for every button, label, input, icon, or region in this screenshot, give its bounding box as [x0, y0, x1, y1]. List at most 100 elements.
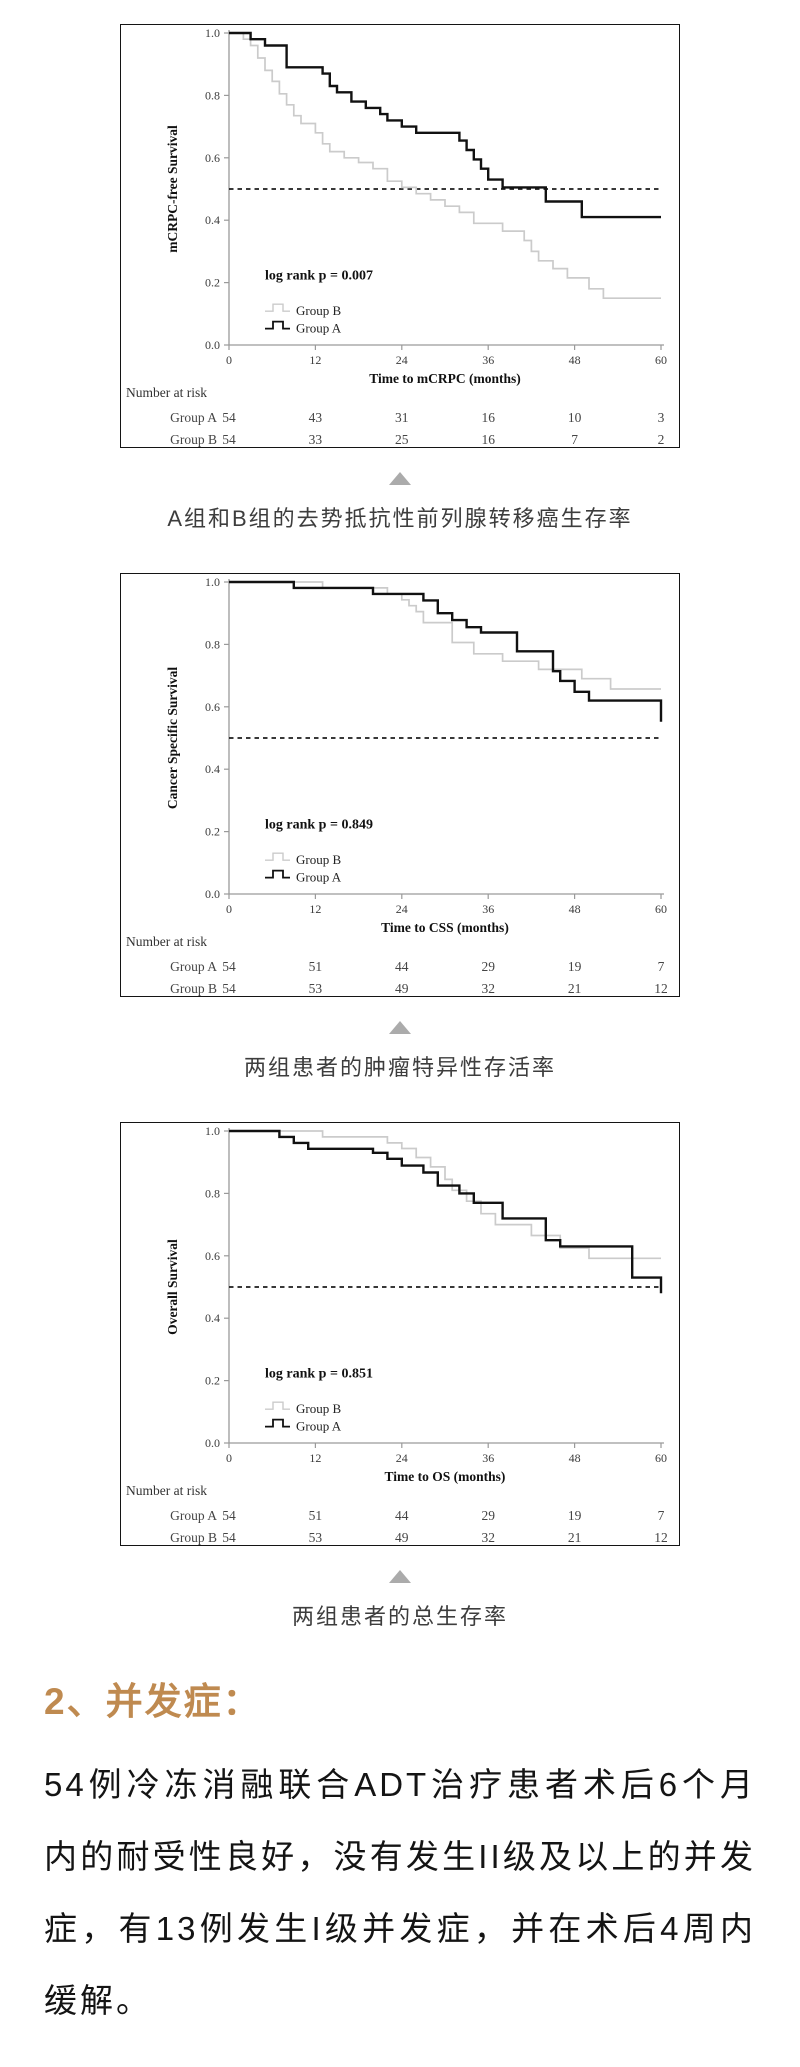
y-tick-label: 0.8	[205, 637, 220, 651]
section-heading: 2、并发症：	[44, 1681, 262, 1722]
legend-label: Group B	[296, 303, 341, 318]
y-tick-label: 0.4	[205, 1311, 220, 1325]
y-tick-label: 0.2	[205, 825, 220, 839]
risk-count: 2	[658, 432, 665, 447]
x-tick-label: 60	[655, 1451, 667, 1465]
risk-count: 54	[222, 959, 236, 974]
y-tick-label: 0.8	[205, 88, 220, 102]
x-tick-label: 36	[482, 902, 494, 916]
risk-count: 29	[481, 1508, 495, 1523]
legend-swatch-group-a	[265, 869, 290, 879]
y-tick-label: 1.0	[205, 575, 220, 589]
y-tick-label: 0.6	[205, 700, 220, 714]
risk-count: 7	[571, 432, 578, 447]
risk-count: 12	[654, 1530, 668, 1545]
y-tick-label: 0.0	[205, 887, 220, 901]
km-plot-overall-survival: 0.0 0.2 0.4 0.6 0.8 1.0 0 12 24 36 48 60 Overall Sur…	[126, 1124, 668, 1545]
risk-count: 54	[222, 981, 236, 996]
y-tick-label: 0.6	[205, 1249, 220, 1263]
y-tick-label: 0.4	[205, 762, 220, 776]
km-curve-group-a	[229, 1129, 663, 1294]
risk-count: 54	[222, 410, 236, 425]
risk-row-label: Group B	[170, 981, 217, 996]
risk-row-label: Group A	[170, 1508, 217, 1523]
legend-swatch-group-a	[265, 1418, 290, 1428]
risk-count: 21	[568, 1530, 582, 1545]
legend-label: Group A	[296, 1419, 342, 1434]
risk-count: 16	[481, 410, 495, 425]
chart-caption: 两组患者的肿瘤特异性存活率	[243, 1055, 556, 1080]
legend-label: Group B	[296, 852, 341, 867]
number-at-risk-label: Number at risk	[126, 934, 207, 949]
x-tick-label: 36	[482, 353, 494, 367]
x-tick-label: 12	[309, 353, 321, 367]
risk-count: 32	[481, 1530, 495, 1545]
km-curve-group-b	[229, 1130, 661, 1260]
y-tick-label: 1.0	[205, 1124, 220, 1138]
legend-label: Group B	[296, 1401, 341, 1416]
risk-count: 19	[568, 959, 582, 974]
triangle-up-icon	[389, 1570, 411, 1583]
triangle-up-icon	[389, 1021, 411, 1034]
risk-count: 31	[395, 410, 409, 425]
chart-caption: A组和B组的去势抵抗性前列腺转移癌生存率	[167, 506, 633, 531]
y-axis-title: mCRPC-free Survival	[165, 125, 180, 253]
risk-count: 54	[222, 432, 236, 447]
legend-swatch-group-b	[265, 852, 290, 861]
risk-count: 49	[395, 981, 409, 996]
risk-count: 21	[568, 981, 582, 996]
x-axis-title: Time to CSS (months)	[381, 920, 509, 935]
km-curve-group-a	[229, 31, 661, 219]
y-tick-label: 0.6	[205, 151, 220, 165]
risk-count: 16	[481, 432, 495, 447]
risk-count: 12	[654, 981, 668, 996]
risk-count: 7	[658, 959, 665, 974]
risk-count: 32	[481, 981, 495, 996]
x-tick-label: 12	[309, 902, 321, 916]
y-axis-title: Cancer Specific Survival	[165, 667, 180, 809]
triangle-up-icon	[389, 472, 411, 485]
y-tick-label: 0.0	[205, 1436, 220, 1450]
risk-count: 51	[309, 959, 323, 974]
log-rank-annotation: log rank p = 0.849	[265, 817, 373, 832]
risk-row-label: Group B	[170, 432, 217, 447]
x-tick-label: 36	[482, 1451, 494, 1465]
risk-row-label: Group A	[170, 959, 217, 974]
risk-count: 51	[309, 1508, 323, 1523]
legend-label: Group A	[296, 870, 342, 885]
risk-row-label: Group A	[170, 410, 217, 425]
chart-frame: 0.0 0.2 0.4 0.6 0.8 1.0 0 12 24 36 48 60 Cancer Spec…	[120, 573, 680, 997]
risk-count: 53	[309, 981, 323, 996]
risk-count: 7	[658, 1508, 665, 1523]
y-tick-label: 0.4	[205, 213, 220, 227]
legend-label: Group A	[296, 321, 342, 336]
x-axis-title: Time to OS (months)	[385, 1469, 506, 1484]
km-figure-mcrpc: 0.0 0.2 0.4 0.6 0.8 1.0 0 12 24 36 48 60 mCRPC-free …	[0, 24, 800, 533]
risk-count: 25	[395, 432, 409, 447]
risk-count: 44	[395, 959, 409, 974]
y-tick-label: 1.0	[205, 26, 220, 40]
log-rank-annotation: log rank p = 0.007	[265, 268, 373, 283]
y-axis-title: Overall Survival	[165, 1239, 180, 1335]
legend-swatch-group-b	[265, 1401, 290, 1410]
x-tick-label: 48	[569, 902, 581, 916]
x-tick-label: 24	[396, 1451, 408, 1465]
chart-frame: 0.0 0.2 0.4 0.6 0.8 1.0 0 12 24 36 48 60 Overall Sur…	[120, 1122, 680, 1546]
km-curve-group-a	[229, 580, 663, 722]
risk-count: 10	[568, 410, 582, 425]
x-axis-title: Time to mCRPC (months)	[369, 371, 521, 386]
legend-swatch-group-a	[265, 320, 290, 330]
km-curve-group-b	[229, 32, 661, 300]
x-tick-label: 24	[396, 353, 408, 367]
legend-swatch-group-b	[265, 303, 290, 312]
km-curve-group-b	[229, 581, 661, 690]
x-tick-label: 24	[396, 902, 408, 916]
km-plot-cancer-specific-survival: 0.0 0.2 0.4 0.6 0.8 1.0 0 12 24 36 48 60 Cancer Spec…	[126, 575, 668, 996]
risk-row-label: Group B	[170, 1530, 217, 1545]
risk-count: 29	[481, 959, 495, 974]
x-tick-label: 48	[569, 1451, 581, 1465]
risk-count: 3	[658, 410, 665, 425]
x-tick-label: 12	[309, 1451, 321, 1465]
log-rank-annotation: log rank p = 0.851	[265, 1366, 373, 1381]
